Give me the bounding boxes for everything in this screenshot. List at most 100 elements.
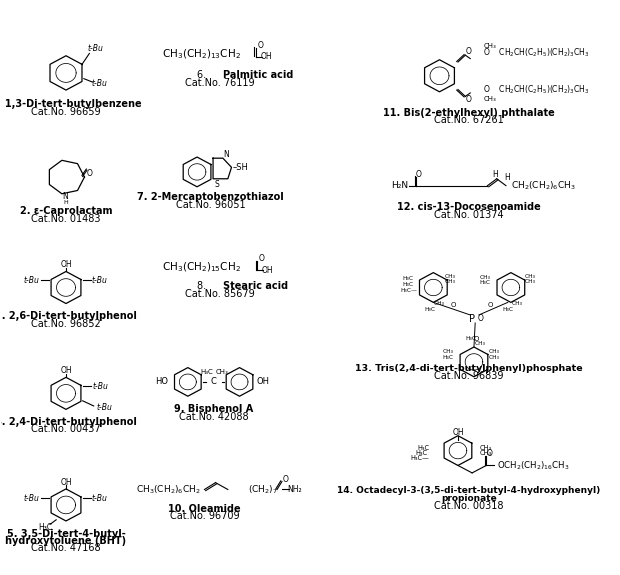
Text: P: P: [469, 314, 475, 324]
Text: Cat.No. 01483: Cat.No. 01483: [31, 214, 100, 224]
Text: propionate: propionate: [441, 493, 497, 503]
Text: H₃C: H₃C: [415, 450, 428, 456]
Text: H₃C: H₃C: [38, 523, 52, 532]
Text: CH₃: CH₃: [480, 450, 492, 456]
Text: H: H: [504, 172, 510, 182]
Text: 11. Bis(2-ethylhexyl) phthalate: 11. Bis(2-ethylhexyl) phthalate: [383, 108, 555, 118]
Text: CH₃: CH₃: [215, 369, 228, 375]
Text: CH₃: CH₃: [488, 355, 499, 360]
Text: Cat.No. 67261: Cat.No. 67261: [434, 116, 504, 125]
Text: t-Bu: t-Bu: [91, 493, 107, 503]
Text: CH₃: CH₃: [484, 95, 497, 102]
Text: H₃C: H₃C: [479, 281, 490, 285]
Text: Cat.No. 76119: Cat.No. 76119: [185, 78, 255, 88]
Text: H: H: [492, 170, 498, 179]
Text: O: O: [86, 169, 92, 178]
Text: t-Bu: t-Bu: [96, 402, 112, 412]
Text: CH₃: CH₃: [443, 349, 454, 354]
Text: OCH$_2$(CH$_2$)$_{16}$CH$_3$: OCH$_2$(CH$_2$)$_{16}$CH$_3$: [497, 459, 570, 471]
Text: H₃C—: H₃C—: [401, 288, 417, 293]
Text: O: O: [488, 302, 494, 308]
Text: H₃C—: H₃C—: [410, 455, 429, 461]
Text: O    CH$_2$CH(C$_2$H$_5$)(CH$_2$)$_3$CH$_3$: O CH$_2$CH(C$_2$H$_5$)(CH$_2$)$_3$CH$_3$: [482, 84, 589, 97]
Text: 1. 1,3-Di-tert-butylbenzene: 1. 1,3-Di-tert-butylbenzene: [0, 99, 141, 109]
Text: NH₂: NH₂: [288, 485, 302, 494]
Text: OH: OH: [261, 52, 272, 62]
Text: O    CH$_2$CH(C$_2$H$_5$)(CH$_2$)$_3$CH$_3$: O CH$_2$CH(C$_2$H$_5$)(CH$_2$)$_3$CH$_3$: [482, 47, 589, 59]
Text: Cat.No. 01374: Cat.No. 01374: [434, 210, 504, 220]
Text: t-Bu: t-Bu: [92, 79, 108, 88]
Text: H₃C: H₃C: [466, 336, 476, 342]
Text: CH₃: CH₃: [479, 275, 490, 279]
Text: CH$_3$(CH$_2$)$_6$CH$_2$: CH$_3$(CH$_2$)$_6$CH$_2$: [136, 483, 201, 496]
Text: OH: OH: [60, 478, 72, 486]
Text: H₃C: H₃C: [502, 306, 513, 312]
Text: CH₃: CH₃: [480, 444, 492, 451]
Text: CH₃: CH₃: [474, 341, 485, 346]
Text: Cat.No. 96852: Cat.No. 96852: [31, 319, 101, 328]
Text: 12. cis-13-Docosenoamide: 12. cis-13-Docosenoamide: [397, 202, 541, 212]
Text: CH$_3$(CH$_2$)$_{13}$CH$_2$: CH$_3$(CH$_2$)$_{13}$CH$_2$: [162, 47, 241, 61]
Text: CH₃: CH₃: [434, 301, 445, 306]
Text: O: O: [487, 449, 492, 458]
Text: S: S: [215, 180, 219, 189]
Text: CH₃: CH₃: [445, 279, 456, 284]
Text: t-Bu: t-Bu: [24, 493, 40, 503]
Text: H₃C: H₃C: [443, 355, 454, 360]
Text: Cat.No. 96051: Cat.No. 96051: [176, 200, 246, 210]
Text: H: H: [63, 200, 68, 205]
Text: t-Bu: t-Bu: [91, 276, 107, 285]
Text: CH$_2$(CH$_2$)$_6$CH$_3$: CH$_2$(CH$_2$)$_6$CH$_3$: [511, 179, 575, 192]
Text: OH: OH: [452, 428, 464, 437]
Text: Cat.No. 96659: Cat.No. 96659: [31, 107, 101, 117]
Text: H₃C: H₃C: [425, 306, 436, 312]
Text: N: N: [224, 150, 229, 159]
Text: H₂N: H₂N: [392, 181, 409, 190]
Text: hydroxytoluene (BHT): hydroxytoluene (BHT): [6, 536, 126, 546]
Text: 14. Octadecyl-3-(3,5-di-tert-butyl-4-hydroxyphenyl): 14. Octadecyl-3-(3,5-di-tert-butyl-4-hyd…: [337, 486, 601, 495]
Text: 7. 2-Mercaptobenzothiazol: 7. 2-Mercaptobenzothiazol: [137, 192, 284, 202]
Text: Cat.No. 42088: Cat.No. 42088: [179, 412, 249, 422]
Text: O: O: [451, 302, 456, 308]
Text: 8.: 8.: [197, 281, 209, 292]
Text: HO: HO: [155, 377, 168, 386]
Text: 3. 2,6-Di-tert-butylphenol: 3. 2,6-Di-tert-butylphenol: [0, 311, 137, 321]
Text: O: O: [466, 47, 472, 56]
Text: 4. 2,4-Di-tert-butylphenol: 4. 2,4-Di-tert-butylphenol: [0, 417, 137, 427]
Text: CH₃: CH₃: [525, 279, 536, 284]
Text: O: O: [283, 475, 288, 484]
Text: C: C: [211, 377, 216, 386]
Text: O: O: [474, 336, 479, 342]
Text: –SH: –SH: [232, 163, 248, 172]
Text: Cat.No. 47168: Cat.No. 47168: [31, 543, 101, 553]
Text: Cat.No. 85679: Cat.No. 85679: [185, 289, 255, 299]
Text: CH₃: CH₃: [512, 301, 523, 306]
Text: 9. Bisphenol A: 9. Bisphenol A: [174, 404, 254, 415]
Text: t-Bu: t-Bu: [87, 44, 104, 53]
Text: H₃C: H₃C: [417, 444, 429, 451]
Text: Stearic acid: Stearic acid: [223, 281, 288, 292]
Text: t-Bu: t-Bu: [24, 276, 40, 285]
Text: OH: OH: [262, 266, 273, 275]
Text: N: N: [63, 192, 68, 201]
Text: O: O: [466, 95, 472, 104]
Text: CH₃: CH₃: [445, 274, 456, 278]
Text: CH$_3$(CH$_2$)$_{15}$CH$_2$: CH$_3$(CH$_2$)$_{15}$CH$_2$: [162, 260, 241, 274]
Text: 5. 3,5-Di-tert-4-butyl-: 5. 3,5-Di-tert-4-butyl-: [7, 528, 125, 539]
Text: Cat.No. 00318: Cat.No. 00318: [434, 500, 504, 511]
Text: O: O: [415, 170, 422, 179]
Text: H₃C: H₃C: [200, 369, 213, 375]
Text: 2. ε-Caprolactam: 2. ε-Caprolactam: [20, 206, 112, 216]
Text: Palmitic acid: Palmitic acid: [223, 70, 293, 80]
Text: OH: OH: [60, 260, 72, 269]
Text: O: O: [258, 41, 264, 50]
Text: CH₃: CH₃: [484, 43, 497, 49]
Text: CH₃: CH₃: [525, 274, 536, 278]
Text: OH: OH: [257, 377, 270, 386]
Text: 13. Tris(2,4-di-tert-butylphenyl)phosphate: 13. Tris(2,4-di-tert-butylphenyl)phospha…: [355, 364, 583, 373]
Text: Cat.No. 96709: Cat.No. 96709: [170, 511, 239, 522]
Text: 10. Oleamide: 10. Oleamide: [168, 504, 241, 514]
Text: t-Bu: t-Bu: [92, 382, 108, 391]
Text: H₃C: H₃C: [402, 277, 413, 281]
Text: O: O: [477, 315, 483, 324]
